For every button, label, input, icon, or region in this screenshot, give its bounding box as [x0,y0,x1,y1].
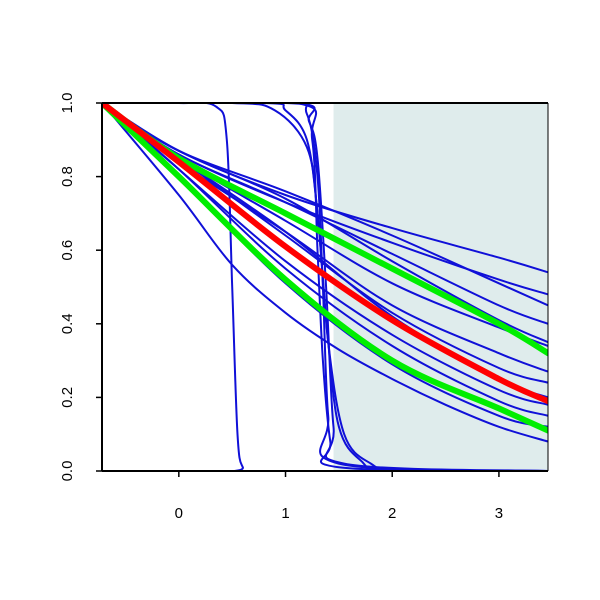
x-tick-label: 1 [281,505,289,522]
y-tick-label: 0.4 [59,313,76,334]
shaded-region [333,103,548,471]
y-tick-label: 1.0 [59,93,76,114]
series-line-2 [102,103,548,471]
x-tick-label: 3 [495,505,503,522]
series-line-10 [102,103,548,344]
series-line-16 [102,103,548,417]
y-tick-label: 0.2 [59,387,76,408]
x-tick-label: 0 [175,505,183,522]
x-tick-label: 2 [388,505,396,522]
y-tick-label: 0.8 [59,166,76,187]
series-line-18 [102,103,548,443]
series-line-21 [102,103,548,405]
y-tick-label: 0.6 [59,240,76,261]
series-line-20 [102,103,548,434]
y-tick-label: 0.0 [59,461,76,482]
